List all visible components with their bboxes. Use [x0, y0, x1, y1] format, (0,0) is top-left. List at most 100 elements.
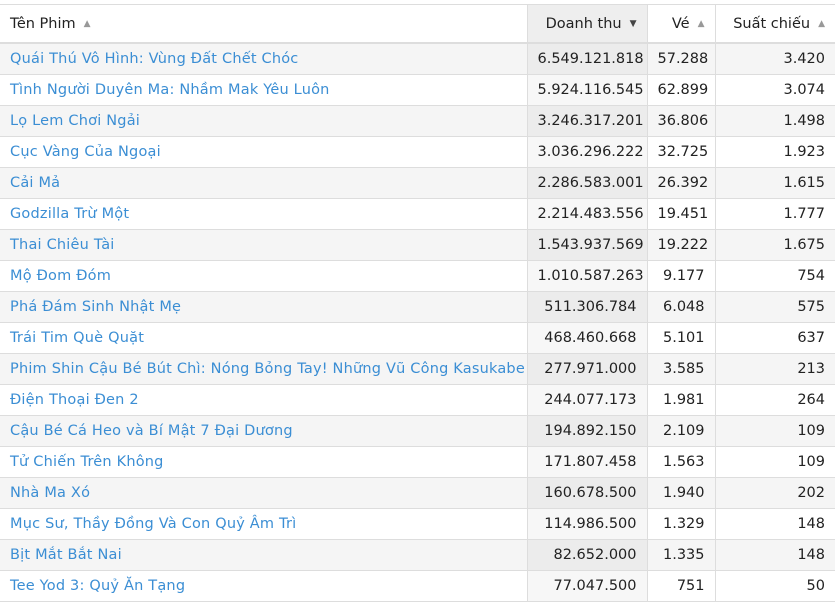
cell-tickets: 62.899: [647, 74, 716, 106]
movie-title-link[interactable]: Nhà Ma Xó: [10, 485, 91, 501]
cell-title: Mộ Đom Đóm: [0, 260, 528, 292]
cell-title: Phim Shin Cậu Bé Bút Chì: Nóng Bỏng Tay!…: [0, 353, 528, 385]
cell-tickets: 6.048: [647, 291, 716, 323]
movie-title-link[interactable]: Điện Thoại Đen 2: [10, 392, 139, 408]
column-header-revenue[interactable]: Doanh thu ▼: [527, 4, 648, 44]
cell-showtimes: 213: [715, 353, 835, 385]
cell-showtimes: 3.074: [715, 74, 835, 106]
cell-revenue: 1.010.587.263: [527, 260, 648, 292]
cell-title: Lọ Lem Chơi Ngải: [0, 105, 528, 137]
table-row: Phá Đám Sinh Nhật Mẹ 511.306.784 6.048 575: [0, 291, 835, 323]
cell-tickets: 751: [647, 570, 716, 602]
table-row: Trái Tim Què Quặt 468.460.668 5.101 637: [0, 322, 835, 354]
column-header-title[interactable]: Tên Phim ▲: [0, 4, 528, 44]
cell-title: Điện Thoại Đen 2: [0, 384, 528, 416]
table-row: Nhà Ma Xó 160.678.500 1.940 202: [0, 477, 835, 509]
cell-tickets: 19.222: [647, 229, 716, 261]
column-header-tickets[interactable]: Vé ▲: [647, 4, 716, 44]
movie-title-link[interactable]: Lọ Lem Chơi Ngải: [10, 113, 141, 129]
cell-showtimes: 109: [715, 446, 835, 478]
movie-revenue-table: Tên Phim ▲ Doanh thu ▼ Vé ▲ Suất chiếu ▲ Quái T…: [0, 4, 835, 602]
cell-showtimes: 1.777: [715, 198, 835, 230]
movie-title-link[interactable]: Mục Sư, Thầy Đồng Và Con Quỷ Âm Trì: [10, 516, 297, 532]
cell-title: Cục Vàng Của Ngoại: [0, 136, 528, 168]
cell-title: Quái Thú Vô Hình: Vùng Đất Chết Chóc: [0, 43, 528, 75]
cell-revenue: 2.214.483.556: [527, 198, 648, 230]
cell-title: Nhà Ma Xó: [0, 477, 528, 509]
table-row: Mộ Đom Đóm 1.010.587.263 9.177 754: [0, 260, 835, 292]
cell-tickets: 1.981: [647, 384, 716, 416]
sort-asc-icon[interactable]: ▲: [697, 18, 705, 29]
cell-revenue: 511.306.784: [527, 291, 648, 323]
cell-revenue: 82.652.000: [527, 539, 648, 571]
cell-revenue: 277.971.000: [527, 353, 648, 385]
cell-showtimes: 109: [715, 415, 835, 447]
cell-revenue: 77.047.500: [527, 570, 648, 602]
column-label: Suất chiếu: [733, 15, 811, 32]
cell-revenue: 244.077.173: [527, 384, 648, 416]
movie-title-link[interactable]: Quái Thú Vô Hình: Vùng Đất Chết Chóc: [10, 51, 299, 67]
movie-title-link[interactable]: Tử Chiến Trên Không: [10, 454, 164, 470]
cell-showtimes: 637: [715, 322, 835, 354]
sort-asc-icon[interactable]: ▲: [818, 18, 825, 29]
column-header-showtimes[interactable]: Suất chiếu ▲: [715, 4, 835, 44]
table-row: Tử Chiến Trên Không 171.807.458 1.563 109: [0, 446, 835, 478]
table-row: Điện Thoại Đen 2 244.077.173 1.981 264: [0, 384, 835, 416]
sort-asc-icon[interactable]: ▲: [83, 18, 91, 29]
table-row: Cải Mả 2.286.583.001 26.392 1.615: [0, 167, 835, 199]
movie-title-link[interactable]: Cải Mả: [10, 175, 61, 191]
cell-showtimes: 202: [715, 477, 835, 509]
movie-title-link[interactable]: Bịt Mắt Bắt Nai: [10, 547, 122, 563]
cell-showtimes: 1.923: [715, 136, 835, 168]
cell-revenue: 160.678.500: [527, 477, 648, 509]
movie-title-link[interactable]: Thai Chiêu Tài: [10, 237, 115, 253]
table-row: Godzilla Trừ Một 2.214.483.556 19.451 1.777: [0, 198, 835, 230]
table-row: Lọ Lem Chơi Ngải 3.246.317.201 36.806 1.498: [0, 105, 835, 137]
cell-revenue: 3.246.317.201: [527, 105, 648, 137]
table-row: Phim Shin Cậu Bé Bút Chì: Nóng Bỏng Tay!…: [0, 353, 835, 385]
movie-title-link[interactable]: Mộ Đom Đóm: [10, 268, 112, 284]
cell-tickets: 1.335: [647, 539, 716, 571]
cell-revenue: 468.460.668: [527, 322, 648, 354]
movie-title-link[interactable]: Tee Yod 3: Quỷ Ăn Tạng: [10, 578, 186, 594]
sort-desc-icon[interactable]: ▼: [629, 18, 637, 29]
movie-title-link[interactable]: Phá Đám Sinh Nhật Mẹ: [10, 299, 182, 315]
table-row: Bịt Mắt Bắt Nai 82.652.000 1.335 148: [0, 539, 835, 571]
cell-showtimes: 50: [715, 570, 835, 602]
cell-revenue: 114.986.500: [527, 508, 648, 540]
cell-title: Trái Tim Què Quặt: [0, 322, 528, 354]
cell-revenue: 6.549.121.818: [527, 43, 648, 75]
cell-title: Tử Chiến Trên Không: [0, 446, 528, 478]
movie-title-link[interactable]: Cục Vàng Của Ngoại: [10, 144, 161, 160]
cell-showtimes: 1.675: [715, 229, 835, 261]
cell-revenue: 1.543.937.569: [527, 229, 648, 261]
movie-title-link[interactable]: Tình Người Duyên Ma: Nhầm Mak Yêu Luôn: [10, 82, 330, 98]
cell-tickets: 9.177: [647, 260, 716, 292]
table-row: Cục Vàng Của Ngoại 3.036.296.222 32.725 1.9…: [0, 136, 835, 168]
movie-title-link[interactable]: Phim Shin Cậu Bé Bút Chì: Nóng Bỏng Tay!…: [10, 361, 525, 377]
cell-revenue: 5.924.116.545: [527, 74, 648, 106]
cell-showtimes: 1.498: [715, 105, 835, 137]
cell-tickets: 1.329: [647, 508, 716, 540]
cell-tickets: 57.288: [647, 43, 716, 75]
cell-tickets: 2.109: [647, 415, 716, 447]
cell-revenue: 2.286.583.001: [527, 167, 648, 199]
cell-tickets: 36.806: [647, 105, 716, 137]
cell-revenue: 194.892.150: [527, 415, 648, 447]
column-label: Vé: [671, 15, 690, 32]
table-row: Quái Thú Vô Hình: Vùng Đất Chết Chóc 6.54…: [0, 43, 835, 75]
cell-title: Phá Đám Sinh Nhật Mẹ: [0, 291, 528, 323]
cell-title: Bịt Mắt Bắt Nai: [0, 539, 528, 571]
cell-tickets: 26.392: [647, 167, 716, 199]
table-header-row: Tên Phim ▲ Doanh thu ▼ Vé ▲ Suất chiếu ▲: [0, 4, 835, 44]
cell-showtimes: 754: [715, 260, 835, 292]
cell-showtimes: 148: [715, 508, 835, 540]
movie-title-link[interactable]: Trái Tim Què Quặt: [10, 330, 145, 346]
table-row: Thai Chiêu Tài 1.543.937.569 19.222 1.675: [0, 229, 835, 261]
table-row: Tình Người Duyên Ma: Nhầm Mak Yêu Luôn 5.…: [0, 74, 835, 106]
movie-title-link[interactable]: Cậu Bé Cá Heo và Bí Mật 7 Đại Dương: [10, 423, 293, 439]
cell-revenue: 171.807.458: [527, 446, 648, 478]
movie-title-link[interactable]: Godzilla Trừ Một: [10, 206, 130, 222]
cell-tickets: 5.101: [647, 322, 716, 354]
cell-showtimes: 3.420: [715, 43, 835, 75]
